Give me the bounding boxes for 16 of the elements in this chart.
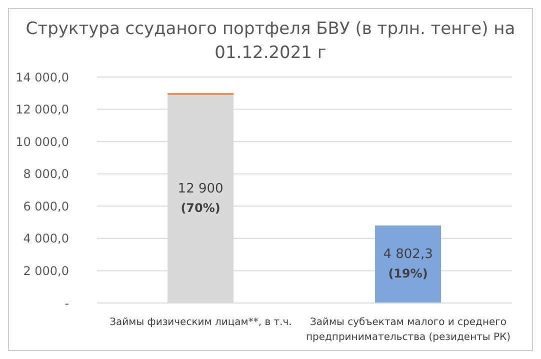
data-label: 12 900 [178, 181, 224, 196]
y-tick-label: 10 000,0 [16, 134, 69, 149]
annotation: (19%) [388, 266, 428, 281]
x-tick-label: Займы субъектам малого и среднего предпринимательства (резиденты РК) [306, 317, 511, 343]
chart-title: Структура ссуданого портфеля БВУ (в трлн. тенге) на 01.12.2021 г [24, 18, 516, 65]
y-tick-label: - [64, 296, 69, 310]
y-tick-label: 8 000,0 [23, 167, 69, 182]
y-tick-label: 12 000,0 [16, 102, 69, 117]
data-label: 4 802,3 [383, 246, 433, 262]
y-tick-label: 2 000,0 [23, 264, 69, 278]
y-tick-label: 4 000,0 [23, 232, 69, 246]
x-tick-label: Займы физическим лицам**, в т.ч. [110, 317, 292, 328]
annotation: (70%) [180, 201, 220, 216]
y-tick-label: 6 000,0 [23, 199, 69, 214]
bar [375, 225, 442, 303]
y-tick-label: 14 000,0 [16, 70, 69, 84]
